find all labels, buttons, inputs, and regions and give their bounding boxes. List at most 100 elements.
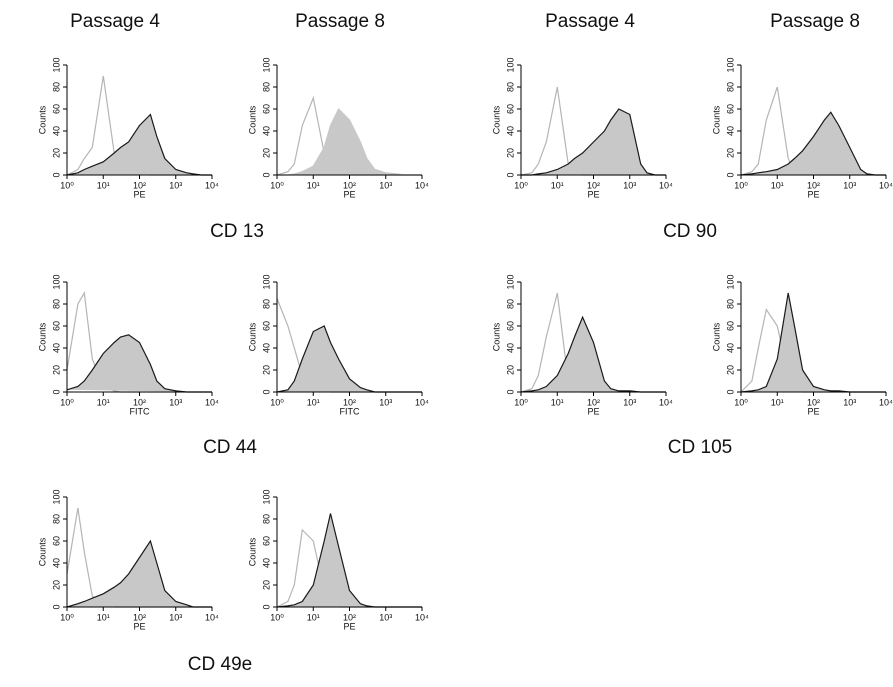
y-tick-label: 40 xyxy=(51,343,61,353)
y-tick-label: 20 xyxy=(261,148,271,158)
y-tick-label: 20 xyxy=(51,365,61,375)
y-tick-label: 40 xyxy=(51,126,61,136)
y-tick-label: 20 xyxy=(261,580,271,590)
y-axis-label: Counts xyxy=(711,322,721,351)
y-tick-label: 80 xyxy=(505,82,515,92)
x-axis-label: FITC xyxy=(130,406,150,416)
x-tick-label: 10¹ xyxy=(771,180,784,190)
x-tick-label: 10⁰ xyxy=(514,180,528,190)
column-header: Passage 4 xyxy=(545,11,635,32)
x-tick-label: 10² xyxy=(587,180,600,190)
x-tick-label: 10⁴ xyxy=(415,180,429,190)
y-tick-label: 60 xyxy=(725,104,735,114)
histogram xyxy=(740,111,886,176)
y-tick-label: 40 xyxy=(261,126,271,136)
x-axis-label: FITC xyxy=(340,406,360,416)
x-tick-label: 10⁴ xyxy=(415,397,429,407)
x-tick-label: 10¹ xyxy=(307,397,320,407)
y-tick-label: 100 xyxy=(51,57,61,72)
y-tick-label: 20 xyxy=(51,148,61,158)
y-tick-label: 0 xyxy=(725,389,735,394)
x-tick-label: 10¹ xyxy=(97,180,110,190)
x-tick-label: 10² xyxy=(133,397,146,407)
x-tick-label: 10⁴ xyxy=(659,397,673,407)
y-tick-label: 0 xyxy=(261,604,271,609)
y-axis-label: Counts xyxy=(491,322,501,351)
y-tick-label: 20 xyxy=(261,365,271,375)
x-tick-label: 10² xyxy=(587,397,600,407)
y-tick-label: 100 xyxy=(51,489,61,504)
y-tick-label: 60 xyxy=(505,104,515,114)
x-axis-label: PE xyxy=(807,406,819,416)
y-tick-label: 80 xyxy=(725,299,735,309)
x-tick-label: 10¹ xyxy=(97,397,110,407)
histogram xyxy=(277,107,422,176)
x-tick-label: 10² xyxy=(343,397,356,407)
x-tick-label: 10⁰ xyxy=(60,397,74,407)
y-tick-label: 60 xyxy=(51,104,61,114)
y-tick-label: 40 xyxy=(261,343,271,353)
y-axis-label: Counts xyxy=(247,105,257,134)
y-tick-label: 80 xyxy=(261,299,271,309)
x-tick-label: 10³ xyxy=(843,180,856,190)
marker-label: CD 13 xyxy=(210,221,264,242)
histogram xyxy=(276,513,422,608)
x-tick-label: 10² xyxy=(133,612,146,622)
x-tick-label: 10³ xyxy=(169,612,182,622)
x-tick-label: 10³ xyxy=(623,180,636,190)
x-tick-label: 10⁴ xyxy=(659,180,673,190)
y-tick-label: 40 xyxy=(725,343,735,353)
y-tick-label: 0 xyxy=(505,389,515,394)
x-tick-label: 10³ xyxy=(379,397,392,407)
y-tick-label: 60 xyxy=(51,321,61,331)
x-tick-label: 10³ xyxy=(379,180,392,190)
y-axis-label: Counts xyxy=(37,537,47,566)
x-tick-label: 10² xyxy=(807,180,820,190)
x-tick-label: 10⁴ xyxy=(205,180,219,190)
x-tick-label: 10¹ xyxy=(551,397,564,407)
x-tick-label: 10² xyxy=(807,397,820,407)
y-tick-label: 0 xyxy=(261,389,271,394)
y-tick-label: 100 xyxy=(261,57,271,72)
x-tick-label: 10⁰ xyxy=(60,180,74,190)
x-tick-label: 10³ xyxy=(169,180,182,190)
y-tick-label: 100 xyxy=(261,489,271,504)
histogram xyxy=(66,539,212,608)
y-tick-label: 0 xyxy=(505,172,515,177)
y-tick-label: 20 xyxy=(505,365,515,375)
x-tick-label: 10⁴ xyxy=(879,397,893,407)
y-tick-label: 80 xyxy=(261,82,271,92)
y-tick-label: 20 xyxy=(505,148,515,158)
histogram xyxy=(740,292,886,393)
x-tick-label: 10³ xyxy=(169,397,182,407)
y-tick-label: 0 xyxy=(51,172,61,177)
marker-label: CD 49e xyxy=(188,654,252,675)
x-tick-label: 10² xyxy=(343,180,356,190)
x-tick-label: 10⁰ xyxy=(60,612,74,622)
column-header: Passage 8 xyxy=(295,11,385,32)
x-tick-label: 10¹ xyxy=(307,612,320,622)
x-axis-label: PE xyxy=(343,621,355,631)
y-tick-label: 80 xyxy=(51,82,61,92)
y-tick-label: 100 xyxy=(505,274,515,289)
y-tick-label: 60 xyxy=(261,104,271,114)
histogram xyxy=(276,325,422,393)
y-tick-label: 100 xyxy=(261,274,271,289)
y-tick-label: 0 xyxy=(725,172,735,177)
y-tick-label: 100 xyxy=(505,57,515,72)
x-tick-label: 10² xyxy=(343,612,356,622)
marker-label: CD 105 xyxy=(668,437,732,458)
y-axis-label: Counts xyxy=(247,537,257,566)
y-tick-label: 40 xyxy=(505,343,515,353)
histogram xyxy=(66,334,212,393)
x-tick-label: 10⁰ xyxy=(734,180,748,190)
x-tick-label: 10³ xyxy=(843,397,856,407)
y-tick-label: 60 xyxy=(725,321,735,331)
x-tick-label: 10² xyxy=(133,180,146,190)
y-tick-label: 20 xyxy=(725,148,735,158)
y-tick-label: 100 xyxy=(725,57,735,72)
x-tick-label: 10¹ xyxy=(97,612,110,622)
y-tick-label: 40 xyxy=(261,558,271,568)
x-tick-label: 10¹ xyxy=(307,180,320,190)
x-tick-label: 10⁰ xyxy=(734,397,748,407)
